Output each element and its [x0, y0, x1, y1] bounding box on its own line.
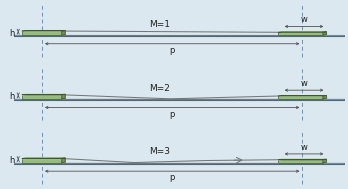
Polygon shape: [62, 158, 65, 163]
Text: M=1: M=1: [149, 20, 170, 29]
Bar: [278, 160, 323, 163]
Text: p: p: [169, 46, 175, 55]
Bar: [14, 163, 345, 164]
Polygon shape: [22, 158, 65, 159]
Text: p: p: [169, 173, 175, 182]
Bar: [278, 96, 323, 99]
Text: w: w: [301, 143, 308, 152]
Text: M=2: M=2: [149, 84, 170, 93]
Text: p: p: [169, 110, 175, 119]
Bar: [278, 32, 323, 35]
Text: h: h: [9, 156, 14, 165]
Polygon shape: [323, 159, 326, 163]
Text: M=3: M=3: [149, 147, 170, 156]
Polygon shape: [62, 94, 65, 99]
Bar: [14, 99, 345, 100]
Text: w: w: [301, 79, 308, 88]
Polygon shape: [278, 159, 326, 160]
Text: h: h: [9, 92, 14, 101]
Bar: [22, 159, 62, 163]
Bar: [22, 95, 62, 99]
Bar: [14, 98, 345, 99]
Polygon shape: [22, 94, 65, 95]
Bar: [14, 162, 345, 163]
Polygon shape: [323, 96, 326, 99]
Polygon shape: [323, 32, 326, 35]
Bar: [14, 35, 345, 36]
Bar: [22, 31, 62, 35]
Text: w: w: [301, 15, 308, 24]
Text: h: h: [9, 29, 14, 38]
Polygon shape: [62, 31, 65, 35]
